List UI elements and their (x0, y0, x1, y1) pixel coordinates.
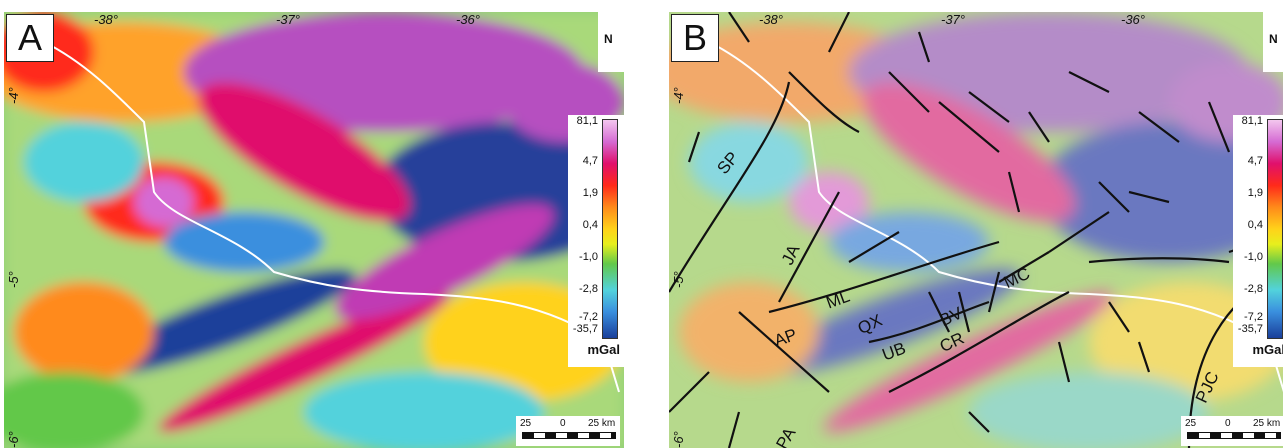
scale-bar: 25 0 25 km (516, 416, 620, 446)
longitude-tick: -36° (1121, 12, 1145, 27)
legend-value: 0,4 (1247, 219, 1263, 231)
longitude-tick: -38° (759, 12, 783, 27)
longitude-tick: -36° (456, 12, 480, 27)
legend-value: 1,9 (1247, 187, 1263, 199)
panel-label-a: A (6, 14, 54, 62)
legend-value: -1,0 (1244, 251, 1263, 263)
longitude-tick: -37° (276, 12, 300, 27)
color-scale-bar (1267, 119, 1283, 339)
legend-value: 81,1 (576, 115, 598, 127)
gravity-map-panel-a: A -38° -37° -36° -4° -5° -6° N 81,1 4,7 … (4, 12, 624, 448)
latitude-tick: -5° (671, 271, 686, 288)
legend-value: 1,9 (582, 187, 598, 199)
gravity-anomaly-map-b (669, 12, 1283, 448)
legend-value: -35,7 (1237, 323, 1263, 335)
legend-value: -1,0 (579, 251, 598, 263)
fault-lines (669, 12, 1283, 448)
latitude-tick: -6° (6, 431, 21, 448)
legend-unit: mGal (1252, 342, 1283, 357)
legend-value: 81,1 (1241, 115, 1263, 127)
panel-label-b: B (671, 14, 719, 62)
color-scale-legend: 81,1 4,7 1,9 0,4 -1,0 -2,8 -7,2 -35,7 mG… (568, 115, 624, 367)
legend-value: -7,2 (1244, 311, 1263, 323)
gravity-map-panel-b: B -38° -37° -36° -4° -5° -6° SP JA ML QX… (669, 12, 1283, 448)
legend-value: 4,7 (582, 155, 598, 167)
legend-value: -2,8 (579, 283, 598, 295)
north-arrow: N (598, 12, 624, 72)
longitude-tick: -38° (94, 12, 118, 27)
latitude-tick: -4° (671, 87, 686, 104)
longitude-tick: -37° (941, 12, 965, 27)
color-scale-bar (602, 119, 618, 339)
legend-value: 0,4 (582, 219, 598, 231)
north-arrow: N (1263, 12, 1283, 72)
color-scale-legend: 81,1 4,7 1,9 0,4 -1,0 -2,8 -7,2 -35,7 mG… (1233, 115, 1283, 367)
latitude-tick: -4° (6, 87, 21, 104)
legend-value: 4,7 (1247, 155, 1263, 167)
latitude-tick: -5° (6, 271, 21, 288)
legend-value: -7,2 (579, 311, 598, 323)
legend-value: -35,7 (572, 323, 598, 335)
scale-bar: 25 0 25 km (1181, 416, 1283, 446)
legend-unit: mGal (587, 342, 620, 357)
gravity-anomaly-map-a (4, 12, 624, 448)
latitude-tick: -6° (671, 431, 686, 448)
legend-value: -2,8 (1244, 283, 1263, 295)
